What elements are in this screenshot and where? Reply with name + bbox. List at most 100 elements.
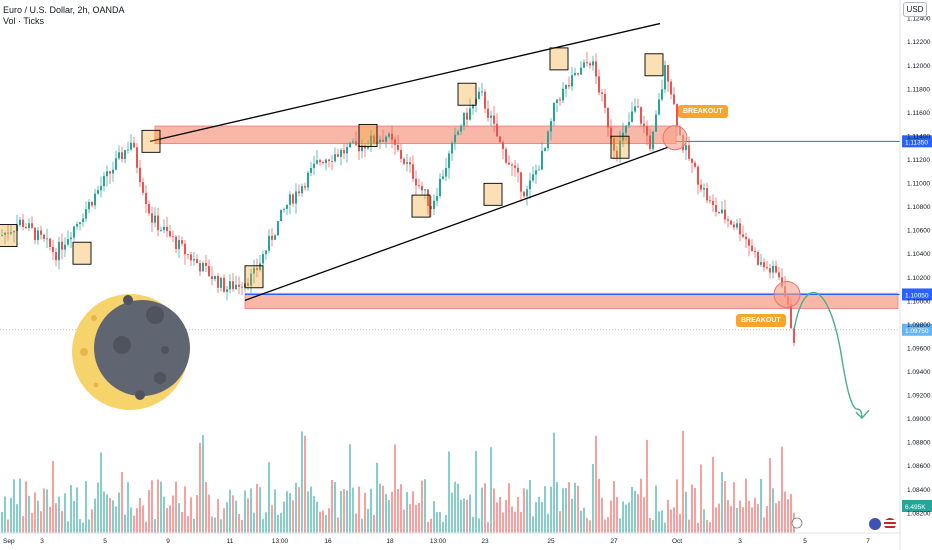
volume-bar [478, 518, 480, 533]
volume-bar [253, 512, 255, 533]
candle-body [622, 132, 624, 141]
candle-body [760, 262, 762, 265]
volume-bar [319, 511, 321, 533]
candle-body [736, 223, 738, 228]
volume-bar [742, 507, 744, 533]
volume-bar [16, 504, 18, 533]
volume-bar [328, 508, 330, 533]
candle-body [154, 215, 156, 223]
volume-bar [391, 491, 393, 533]
candle-body [661, 89, 663, 100]
candle-body [418, 185, 420, 187]
candle-body [655, 114, 657, 132]
candle-body [667, 65, 669, 82]
volume-bar [595, 435, 597, 533]
volume-bar [121, 472, 123, 533]
candle-body [562, 88, 564, 101]
swing-box [549, 47, 569, 71]
candle-body [646, 126, 648, 136]
volume-bar [124, 514, 126, 533]
zone-resistance [154, 125, 677, 145]
candle-body [601, 92, 603, 95]
candle-body [346, 147, 348, 154]
volume-bar [643, 497, 645, 533]
volume-bar [238, 513, 240, 533]
candle-body [115, 158, 117, 170]
candle-body [676, 104, 678, 127]
volume-bar [187, 515, 189, 533]
currency-button[interactable]: USD [903, 2, 927, 17]
candle-body [109, 171, 111, 174]
replay-icon[interactable] [791, 517, 803, 529]
candle-body [748, 239, 750, 246]
candle-body [469, 108, 471, 120]
candle-body [598, 76, 600, 93]
price-tick-label: 1.11200 [907, 157, 930, 164]
volume-bar [583, 507, 585, 533]
candle-body [361, 145, 363, 152]
volume-bar [490, 447, 492, 533]
volume-bar [601, 497, 603, 533]
candle-body [295, 191, 297, 204]
swing-box [244, 265, 264, 289]
volume-bar [280, 512, 282, 533]
volume-bar [508, 483, 510, 533]
candle-body [391, 133, 393, 140]
volume-bar [598, 478, 600, 533]
volume-bar [31, 512, 33, 533]
candle-body [412, 164, 414, 179]
volume-bar [220, 519, 222, 533]
candle-body [22, 219, 24, 228]
moon-crater-light [93, 382, 99, 388]
volume-bar [244, 490, 246, 533]
candle-body [439, 178, 441, 197]
volume-bar [439, 511, 441, 533]
volume-bar [547, 513, 549, 533]
candle-body [169, 231, 171, 237]
volume-bar [529, 479, 531, 533]
candle-body [250, 273, 252, 286]
volume-bar [298, 487, 300, 533]
volume-bar [226, 502, 228, 533]
volume-bar [247, 498, 249, 533]
volume-bar [532, 516, 534, 533]
volume-bar [157, 479, 159, 533]
candle-body [292, 194, 294, 204]
volume-bar [655, 485, 657, 533]
price-tick-label: 1.11800 [907, 86, 930, 93]
candle-body [352, 141, 354, 143]
volume-bar [1, 512, 3, 533]
candle-body [790, 304, 792, 329]
volume-bar [667, 499, 669, 533]
volume-bar [361, 518, 363, 533]
candle-body [340, 150, 342, 157]
volume-bar [301, 431, 303, 533]
volume-bar [103, 491, 105, 533]
volume-bar [205, 481, 207, 533]
candle-body [124, 150, 126, 159]
candle-body [142, 181, 144, 193]
volume-bar [325, 515, 327, 533]
candle-body [763, 262, 765, 268]
candle-body [145, 192, 147, 205]
volume-bar [496, 502, 498, 533]
volume-bar [196, 495, 198, 533]
volume-bar [25, 481, 27, 533]
volume-bar [682, 430, 684, 533]
candle-body [70, 237, 72, 240]
candle-body [349, 142, 351, 148]
candle-body [7, 232, 9, 234]
zone-support [244, 292, 899, 309]
volume-bar [79, 519, 81, 533]
candle-body [454, 134, 456, 143]
volume-bar [88, 519, 90, 533]
volume-bar [778, 501, 780, 533]
candle-body [229, 281, 231, 290]
candle-body [25, 227, 27, 229]
candle-body [532, 174, 534, 181]
volume-bar [178, 503, 180, 533]
volume-bar [100, 452, 102, 533]
candle-body [538, 169, 540, 171]
volume-bar [700, 464, 702, 533]
